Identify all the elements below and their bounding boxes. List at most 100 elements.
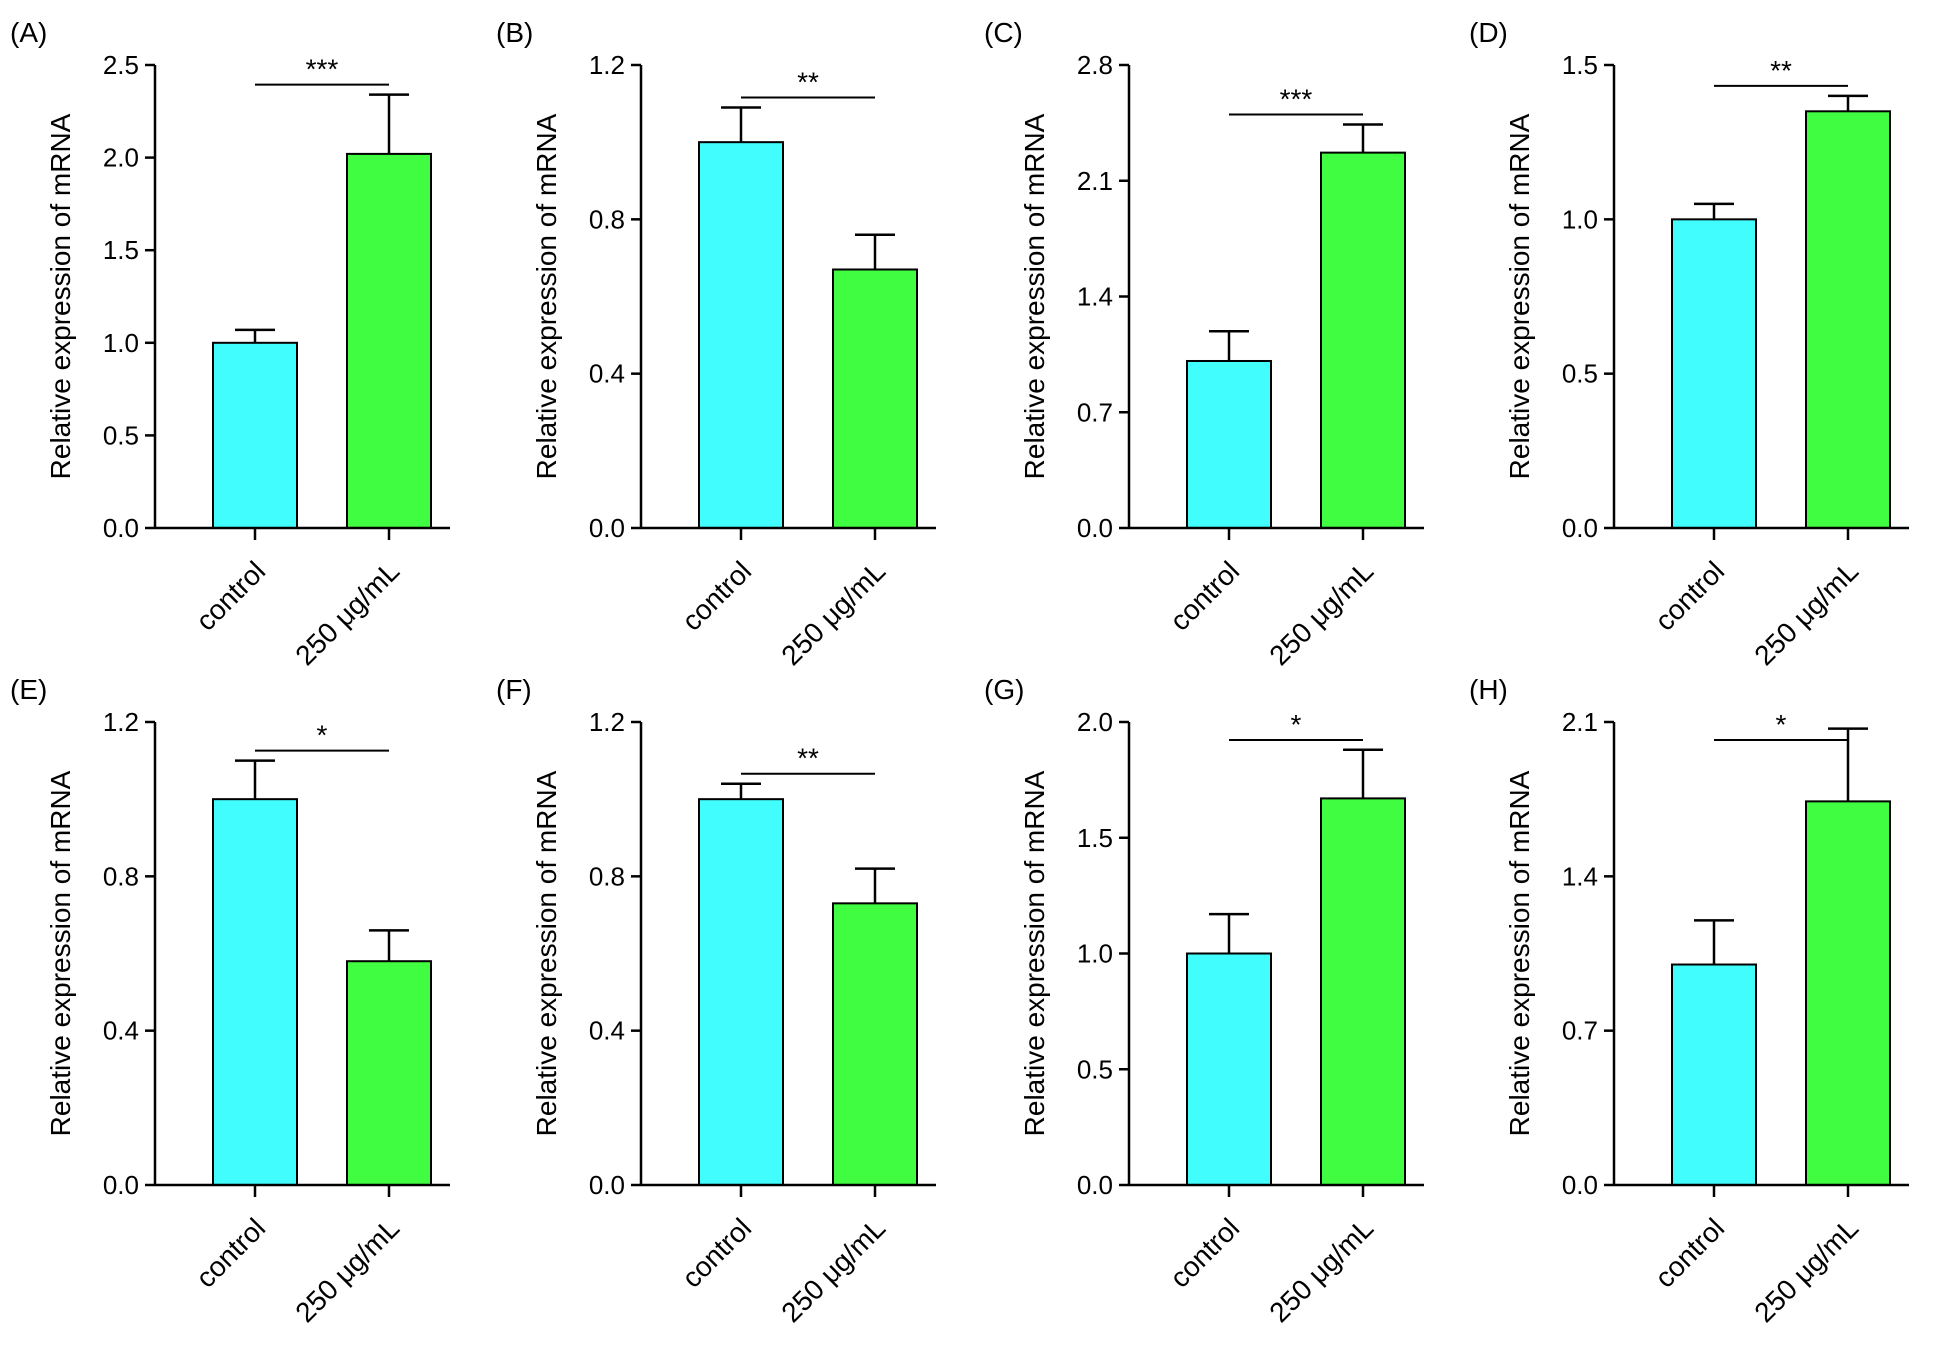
significance-label: ** (1770, 55, 1792, 86)
bar-control (212, 341, 298, 529)
bar-treatment (346, 960, 432, 1187)
y-axis-title: Relative expression of mRNA (45, 113, 76, 479)
y-tick-label: 0.8 (589, 204, 625, 234)
y-tick-label: 0.4 (103, 1016, 139, 1046)
chart-panel: (H) Relative expression of mRNA 0.0 0.7 1.4 2… (1469, 674, 1909, 1328)
chart-panel: (C) Relative expression of mRNA 0.0 0.7 1.4 2… (984, 17, 1424, 671)
y-tick-label: 0.0 (1562, 1170, 1598, 1200)
y-tick-label: 1.0 (1562, 204, 1598, 234)
panel-label: (A) (10, 17, 47, 48)
significance-label: *** (1280, 84, 1313, 115)
y-tick-label: 2.8 (1077, 50, 1113, 80)
y-tick-label: 1.4 (1562, 861, 1598, 891)
y-tick-label: 0.0 (103, 1170, 139, 1200)
chart-panel: (B) Relative expression of mRNA 0.0 0.4 0.8 1… (496, 17, 936, 671)
significance-label: * (1291, 709, 1302, 740)
x-category-label: 250 μg/mL (289, 1212, 405, 1328)
chart-panel: (G) Relative expression of mRNA 0.0 0.5 1.0 1… (984, 674, 1424, 1328)
x-category-label: control (1649, 555, 1730, 636)
bar-control (1186, 359, 1272, 529)
y-axis-title: Relative expression of mRNA (1019, 770, 1050, 1136)
chart-panel: (D) Relative expression of mRNA 0.0 0.5 1.0 1… (1469, 17, 1909, 671)
significance-label: *** (306, 54, 339, 85)
y-tick-label: 1.5 (1077, 823, 1113, 853)
y-tick-label: 0.8 (589, 861, 625, 891)
y-tick-label: 0.5 (1077, 1054, 1113, 1084)
y-tick-label: 0.5 (103, 420, 139, 450)
x-category-label: 250 μg/mL (775, 555, 891, 671)
bar-treatment (1805, 800, 1891, 1186)
significance-label: ** (797, 66, 819, 97)
x-category-label: 250 μg/mL (1748, 1212, 1864, 1328)
y-axis-title: Relative expression of mRNA (1504, 770, 1535, 1136)
chart-panel: (F) Relative expression of mRNA 0.0 0.4 0.8 1… (496, 674, 936, 1328)
y-tick-label: 2.5 (103, 50, 139, 80)
y-axis-title: Relative expression of mRNA (531, 113, 562, 479)
y-tick-label: 2.1 (1077, 166, 1113, 196)
y-tick-label: 0.0 (589, 1170, 625, 1200)
x-category-label: control (1164, 555, 1245, 636)
bar-treatment (1320, 151, 1406, 529)
y-tick-label: 1.5 (103, 235, 139, 265)
y-axis-title: Relative expression of mRNA (1019, 113, 1050, 479)
chart-panel: (A) Relative expression of mRNA 0.0 0.5 1.0 1… (10, 17, 450, 671)
x-category-label: control (676, 555, 757, 636)
panel-label: (H) (1469, 674, 1508, 705)
y-tick-label: 0.7 (1562, 1016, 1598, 1046)
bar-control (698, 798, 784, 1187)
x-category-label: 250 μg/mL (1263, 555, 1379, 671)
y-tick-label: 1.2 (589, 707, 625, 737)
y-tick-label: 2.0 (103, 143, 139, 173)
chart-panel: (E) Relative expression of mRNA 0.0 0.4 0.8 1… (10, 674, 450, 1328)
y-tick-label: 1.2 (103, 707, 139, 737)
y-tick-label: 0.4 (589, 1016, 625, 1046)
x-category-label: control (190, 555, 271, 636)
y-tick-label: 2.0 (1077, 707, 1113, 737)
panel-label: (D) (1469, 17, 1508, 48)
x-category-label: 250 μg/mL (289, 555, 405, 671)
panel-label: (B) (496, 17, 533, 48)
x-category-label: control (676, 1212, 757, 1293)
bar-control (1186, 952, 1272, 1186)
significance-label: * (317, 720, 328, 751)
bar-treatment (1320, 797, 1406, 1187)
y-tick-label: 0.0 (1077, 513, 1113, 543)
significance-label: ** (797, 743, 819, 774)
y-axis-title: Relative expression of mRNA (531, 770, 562, 1136)
bar-treatment (1805, 110, 1891, 530)
y-axis-title: Relative expression of mRNA (1504, 113, 1535, 479)
bar-treatment (832, 268, 918, 529)
panel-label: (G) (984, 674, 1024, 705)
x-category-label: control (1164, 1212, 1245, 1293)
bar-control (1671, 218, 1757, 529)
bar-control (698, 141, 784, 530)
panel-label: (E) (10, 674, 47, 705)
y-tick-label: 0.0 (103, 513, 139, 543)
y-axis-title: Relative expression of mRNA (45, 770, 76, 1136)
bar-treatment (346, 152, 432, 529)
x-category-label: 250 μg/mL (775, 1212, 891, 1328)
y-tick-label: 1.0 (1077, 939, 1113, 969)
bar-control (1671, 963, 1757, 1186)
bar-treatment (832, 902, 918, 1186)
panel-label: (C) (984, 17, 1023, 48)
x-category-label: 250 μg/mL (1748, 555, 1864, 671)
y-tick-label: 1.5 (1562, 50, 1598, 80)
y-tick-label: 0.8 (103, 861, 139, 891)
y-tick-label: 0.7 (1077, 397, 1113, 427)
y-tick-label: 0.4 (589, 359, 625, 389)
panel-label: (F) (496, 674, 532, 705)
x-category-label: 250 μg/mL (1263, 1212, 1379, 1328)
y-tick-label: 0.0 (1077, 1170, 1113, 1200)
y-tick-label: 0.5 (1562, 359, 1598, 389)
significance-label: * (1776, 709, 1787, 740)
y-tick-label: 2.1 (1562, 707, 1598, 737)
y-tick-label: 0.0 (1562, 513, 1598, 543)
y-tick-label: 1.4 (1077, 282, 1113, 312)
x-category-label: control (1649, 1212, 1730, 1293)
y-tick-label: 1.0 (103, 328, 139, 358)
x-category-label: control (190, 1212, 271, 1293)
y-tick-label: 0.0 (589, 513, 625, 543)
y-tick-label: 1.2 (589, 50, 625, 80)
